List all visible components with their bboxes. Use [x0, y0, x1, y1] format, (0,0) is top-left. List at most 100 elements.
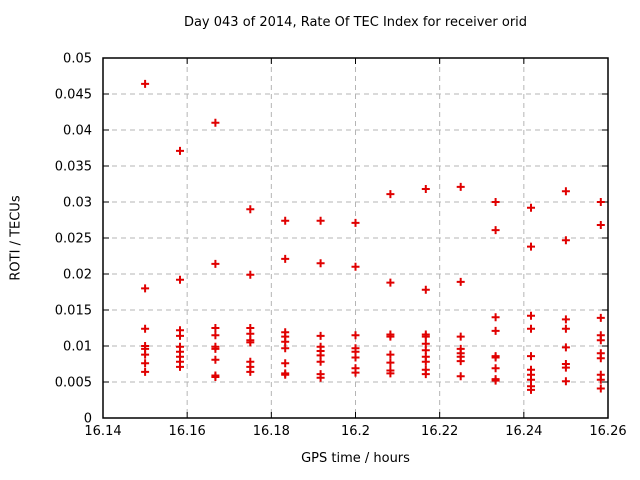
- data-point-marker: [281, 359, 290, 368]
- data-point-marker: [211, 259, 220, 268]
- data-point-marker: [351, 353, 360, 362]
- data-point-marker: [491, 313, 500, 322]
- data-point-marker: [316, 357, 325, 366]
- data-point-marker: [596, 336, 605, 345]
- data-point-marker: [316, 216, 325, 225]
- data-point-marker: [596, 313, 605, 322]
- data-point-marker: [561, 315, 570, 324]
- data-point-marker: [527, 311, 535, 320]
- data-point-marker: [491, 226, 500, 235]
- y-tick-label: 0.04: [63, 124, 92, 139]
- data-point-marker: [561, 343, 570, 352]
- chart-title: Day 043 of 2014, Rate Of TEC Index for r…: [183, 15, 528, 30]
- data-point-marker: [561, 377, 570, 386]
- x-tick-label: 16.26: [589, 424, 626, 439]
- data-point-marker: [596, 375, 605, 384]
- data-point-marker: [316, 373, 325, 382]
- data-point-marker: [211, 344, 220, 353]
- data-point-marker: [596, 221, 605, 229]
- data-point-marker: [211, 373, 220, 381]
- data-point-marker: [246, 338, 255, 347]
- y-tick-label: 0.005: [55, 376, 92, 391]
- data-point-marker: [421, 285, 430, 294]
- data-point-marker: [176, 146, 184, 155]
- x-tick-label: 16.16: [169, 424, 206, 439]
- data-point-marker: [281, 254, 290, 263]
- x-tick-label: 16.22: [421, 424, 458, 439]
- data-point-marker: [527, 324, 535, 333]
- x-tick-label: 16.2: [341, 424, 370, 439]
- data-point-marker: [141, 79, 150, 88]
- data-point-marker: [211, 355, 220, 364]
- data-point-marker: [421, 185, 430, 193]
- data-point-marker: [316, 259, 325, 268]
- data-point-marker: [351, 218, 360, 227]
- x-axis-title: GPS time / hours: [301, 451, 410, 466]
- data-point-marker: [386, 278, 395, 287]
- data-point-marker: [281, 344, 290, 353]
- data-point-marker: [386, 369, 395, 378]
- x-tick-label: 16.18: [253, 424, 290, 439]
- data-point-marker: [527, 352, 535, 361]
- data-point-marker: [456, 182, 465, 191]
- data-point-marker: [456, 332, 465, 341]
- data-point-marker: [561, 324, 570, 333]
- data-point-marker: [141, 284, 150, 293]
- data-point-marker: [421, 357, 430, 366]
- data-point-marker: [141, 359, 150, 368]
- data-point-marker: [527, 385, 535, 394]
- data-point-marker: [421, 370, 430, 379]
- x-tick-label: 16.14: [84, 424, 121, 439]
- data-point-marker: [246, 270, 255, 279]
- data-point-marker: [386, 190, 395, 199]
- data-point-marker: [211, 324, 220, 332]
- data-point-marker: [176, 331, 184, 340]
- data-point-marker: [246, 367, 255, 376]
- data-point-marker: [491, 364, 500, 373]
- data-point-marker: [351, 368, 360, 377]
- data-point-marker: [561, 236, 570, 245]
- data-point-marker: [281, 216, 290, 225]
- data-point-marker: [386, 358, 395, 367]
- data-point-marker: [176, 275, 184, 284]
- y-tick-label: 0.045: [55, 88, 92, 103]
- data-point-marker: [491, 353, 500, 362]
- y-tick-label: 0.035: [55, 160, 92, 175]
- data-point-marker: [456, 357, 465, 366]
- data-point-marker: [351, 262, 360, 271]
- data-point-marker: [596, 384, 605, 393]
- y-tick-label: 0: [84, 412, 92, 427]
- data-point-marker: [141, 350, 150, 359]
- data-point-marker: [211, 118, 220, 127]
- data-point-marker: [491, 198, 500, 206]
- data-point-marker: [456, 277, 465, 286]
- x-tick-label: 16.24: [505, 424, 542, 439]
- y-tick-label: 0.01: [63, 340, 92, 355]
- data-point-marker: [281, 370, 290, 379]
- data-point-marker: [491, 376, 500, 385]
- data-point-marker: [176, 362, 184, 371]
- data-point-marker: [386, 332, 395, 341]
- y-tick-label: 0.025: [55, 232, 92, 247]
- data-point-marker: [561, 187, 570, 196]
- data-point-marker: [527, 242, 535, 251]
- data-point-marker: [561, 363, 570, 372]
- data-point-marker: [141, 367, 150, 376]
- data-point-marker: [491, 326, 500, 335]
- data-point-marker: [211, 331, 220, 340]
- data-point-marker: [456, 372, 465, 381]
- y-tick-label: 0.015: [55, 304, 92, 319]
- y-tick-label: 0.03: [63, 196, 92, 211]
- data-point-marker: [386, 350, 395, 359]
- data-point-marker: [351, 331, 360, 340]
- data-point-marker: [421, 332, 430, 341]
- data-point-marker: [596, 198, 605, 206]
- y-tick-label: 0.02: [63, 268, 92, 283]
- data-point-marker: [316, 331, 325, 340]
- data-point-marker: [246, 205, 255, 214]
- data-point-marker: [527, 203, 535, 212]
- data-point-marker: [596, 354, 605, 363]
- data-point-marker: [141, 324, 150, 333]
